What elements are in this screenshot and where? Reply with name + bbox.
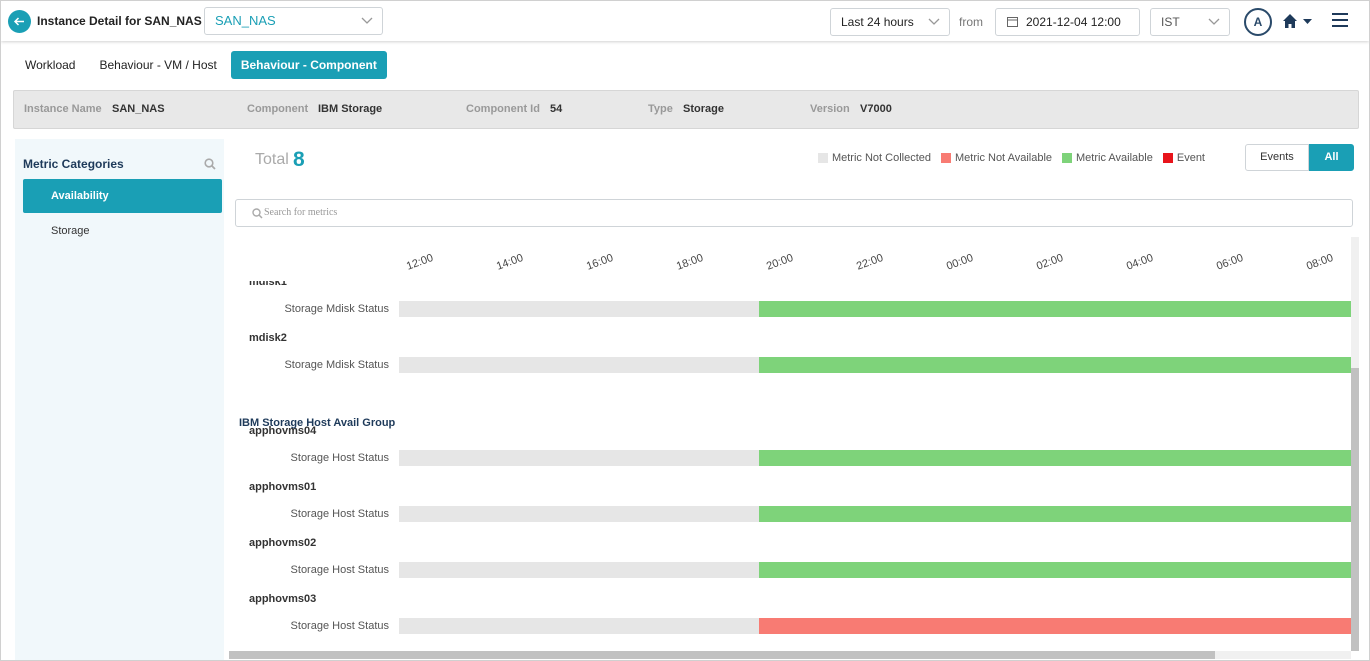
instance-label: apphovms01 [249,481,317,493]
info-label: Type [648,103,673,115]
info-label: Version [810,103,850,115]
time-tick-label: 16:00 [584,251,615,273]
info-label: Component Id [466,103,540,115]
metric-label: Storage Mdisk Status [284,359,389,371]
date-value: 2021-12-04 12:00 [1026,15,1121,29]
legend-label: Metric Not Available [955,152,1053,164]
time-tick-label: 20:00 [764,251,795,273]
metric-label: Storage Host Status [290,564,389,576]
time-tick-label: 02:00 [1034,251,1065,273]
instance-label: apphovms02 [249,537,317,549]
home-menu[interactable] [1282,13,1314,29]
status-bar [399,562,759,578]
time-tick-label: 00:00 [944,251,975,273]
instance-label: mdisk1 [249,281,287,288]
instance-label: apphovms04 [249,425,317,437]
metric-label: Storage Host Status [290,508,389,520]
tab[interactable]: Workload [25,58,76,72]
timezone-value: IST [1161,15,1180,29]
legend-item: Metric Not Collected [817,152,931,164]
time-tick-label: 08:00 [1304,251,1335,273]
total-count: 8 [293,148,305,171]
legend-item: Event [1162,152,1205,164]
instance-label: mdisk2 [249,332,287,344]
legend-swatch [1162,153,1173,163]
tab[interactable]: Behaviour - Component [230,51,387,79]
timezone-select[interactable]: IST [1150,8,1230,36]
legend-label: Event [1176,152,1205,164]
from-label: from [959,15,983,29]
status-bar [759,562,1351,578]
info-value: SAN_NAS [112,103,165,115]
info-value: V7000 [860,103,892,115]
time-axis: 12:00 14:00 16:00 18:00 20:00 22:00 00:00 02:00… [229,237,1351,281]
page-title: Instance Detail for SAN_NAS [37,14,202,28]
search-box[interactable]: Search for metrics [235,199,1353,227]
info-bar: Instance Name SAN_NAS Component IBM Storage… [13,90,1359,129]
category-item[interactable]: Storage [51,225,90,237]
legend-label: Metric Available [1076,152,1153,164]
metric-label: Storage Host Status [290,452,389,464]
sidebar: Metric Categories Availability Storage [15,139,224,660]
timeline-rows: mdisk1 Storage Mdisk Status mdisk2 Storage … [229,281,1351,649]
time-tick-label: 04:00 [1124,251,1155,273]
status-bar [399,357,759,373]
info-label: Instance Name [24,103,102,115]
sidebar-title: Metric Categories [23,157,124,171]
status-bar [399,450,759,466]
total-label: Total [255,151,289,168]
status-bar [759,450,1351,466]
hamburger-menu[interactable] [1332,13,1348,27]
back-button[interactable] [8,10,31,33]
instance-select-value: SAN_NAS [215,13,276,28]
time-tick-label: 12:00 [404,251,435,273]
instance-select[interactable]: SAN_NAS [204,7,383,35]
date-picker[interactable]: 2021-12-04 12:00 [995,8,1140,36]
category-item[interactable]: Availability [23,179,222,213]
toggle-button[interactable]: Events [1245,144,1309,171]
metric-label: Storage Host Status [290,620,389,632]
metric-label: Storage Mdisk Status [284,303,389,315]
search-placeholder: Search for metrics [264,207,338,218]
legend-swatch [941,153,951,163]
v-scroll-thumb[interactable] [1351,368,1359,651]
view-toggle: Events All [1245,144,1354,171]
status-bar [399,301,759,317]
status-bar [759,618,1351,634]
status-bar [759,357,1351,373]
tab-bar: Workload Behaviour - VM / Host Behaviour -… [15,51,387,79]
avatar[interactable]: A [1244,8,1272,36]
info-value: IBM Storage [318,103,383,115]
time-tick-label: 14:00 [494,251,525,273]
legend-item: Metric Not Available [941,152,1052,164]
toggle-button[interactable]: All [1309,144,1354,171]
legend-label: Metric Not Collected [831,152,931,164]
info-label: Component [247,103,309,115]
legend-swatch [1062,153,1073,163]
legend: Metric Not Collected Metric Not Available… [817,152,1205,164]
instance-label: apphovms03 [249,593,317,605]
time-tick-label: 18:00 [674,251,705,273]
range-value: Last 24 hours [841,15,914,29]
group-label: IBM Storage Host Avail Group [239,417,396,429]
sidebar-search-icon[interactable] [204,158,216,170]
tab[interactable]: Behaviour - VM / Host [99,58,217,72]
legend-swatch [817,153,828,163]
range-select[interactable]: Last 24 hours [830,8,950,36]
info-value: 54 [550,103,563,115]
time-tick-label: 22:00 [854,251,885,273]
status-bar [399,618,759,634]
status-bar [759,506,1351,522]
time-tick-label: 06:00 [1214,251,1245,273]
info-value: Storage [683,103,724,115]
status-bar [759,301,1351,317]
h-scroll-thumb[interactable] [229,651,1215,659]
status-bar [399,506,759,522]
legend-item: Metric Available [1062,152,1153,164]
